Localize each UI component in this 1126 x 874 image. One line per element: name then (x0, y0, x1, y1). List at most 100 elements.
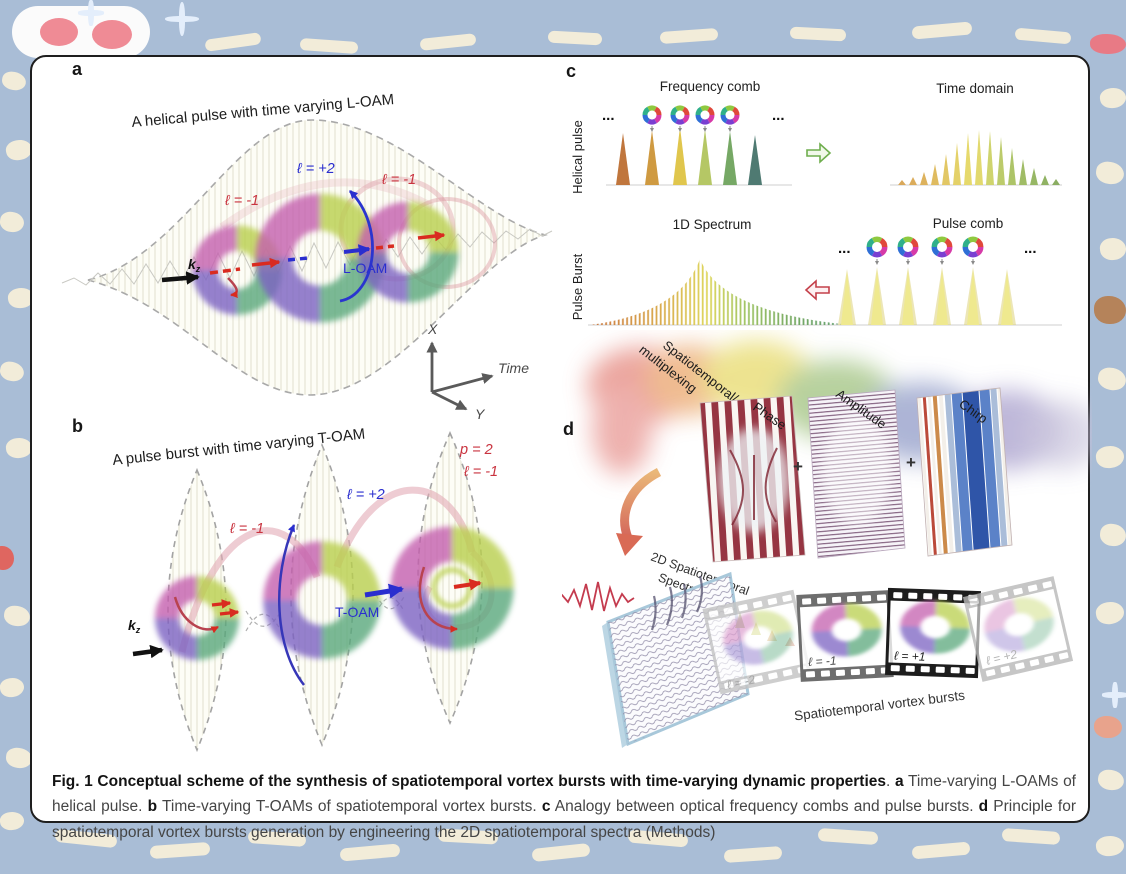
blue-arc-arrow (278, 524, 305, 686)
figure-caption: Fig. 1 Conceptual scheme of the synthesi… (52, 772, 1076, 841)
wallpaper-paw-pad (92, 20, 132, 49)
film-caption: Spatiotemporal vortex bursts (793, 688, 966, 724)
wallpaper-blob (0, 676, 26, 699)
wallpaper-dash (419, 33, 477, 51)
kz-arrow (161, 271, 200, 285)
wallpaper-blob (1098, 236, 1126, 262)
wallpaper-dash (1014, 27, 1072, 45)
wallpaper-blob-pink (1090, 34, 1126, 54)
wallpaper-blob (1094, 599, 1126, 627)
wallpaper-dash (723, 845, 783, 864)
wallpaper-blob (0, 359, 26, 384)
caption-ref-c: c (541, 798, 551, 815)
wallpaper-blob (1095, 834, 1125, 858)
left-arrow-icon (804, 279, 830, 301)
oam-label-right: ℓ = -1 (463, 464, 498, 480)
blue-arrow (343, 244, 371, 257)
panel-d-letter: d (563, 419, 574, 439)
wallpaper-blob-salmon (1094, 716, 1122, 738)
wallpaper-blob (0, 70, 28, 92)
wallpaper-dash (531, 843, 591, 862)
input-wave (562, 581, 635, 612)
loam-label: L-OAM (343, 260, 387, 276)
wallpaper-dash (299, 37, 359, 55)
panel-d-illustration: Spatiotemporal/ multiplexing (562, 338, 1092, 748)
curved-arrow (620, 468, 662, 540)
blue-dashed-axis (287, 256, 309, 262)
panel-b-illustration: A pulse burst with time varying T-OAM kz… (112, 426, 562, 752)
panel-a-illustration: A helical pulse with time varying L-OAM … (61, 91, 553, 422)
ellipsis: ... (838, 240, 851, 257)
wallpaper-dash (659, 27, 719, 45)
pink-ribbon (219, 178, 434, 231)
sparkle-icon (78, 0, 104, 26)
spectrum-comb (590, 259, 852, 325)
wallpaper-dash (789, 26, 847, 42)
wallpaper-blob (2, 604, 32, 628)
panel-b-letter: b (72, 416, 83, 436)
axis-y-label: Y (475, 406, 486, 422)
frequency-comb-peaks (616, 127, 762, 185)
mode-pointer-arrows (875, 259, 975, 265)
wallpaper-dash (911, 21, 973, 40)
axis-time-label: Time (498, 360, 529, 376)
plus-sign: + (906, 453, 916, 472)
amplitude-mask (807, 389, 906, 559)
helical-pulse-side-label: Helical pulse (570, 120, 585, 194)
ellipsis: ... (772, 107, 785, 124)
svg-text:ℓ = +2: ℓ = +2 (985, 647, 1019, 668)
carrier-wave (61, 228, 553, 286)
film-frame: ℓ = -1 (796, 590, 894, 682)
wallpaper-blob (1096, 365, 1126, 393)
p-label-right: p = 2 (459, 442, 493, 458)
red-dashed-axis (375, 244, 395, 250)
wallpaper-blob-red (0, 546, 14, 570)
svg-text:ℓ = -1: ℓ = -1 (808, 653, 837, 668)
svg-text:ℓ = -2: ℓ = -2 (726, 672, 757, 692)
pink-ring (397, 197, 497, 289)
wallpaper-blob (1098, 522, 1126, 548)
oam-label-left: ℓ = -1 (229, 521, 264, 537)
pink-ribbon (333, 486, 476, 569)
mode-pointer-arrows (650, 126, 732, 132)
burst-envelopes (167, 431, 483, 752)
film-frame: ℓ = +2 (963, 576, 1073, 682)
wallpaper-cloud (12, 6, 150, 58)
blue-curved-arrow (339, 190, 374, 303)
wallpaper-blob (1094, 160, 1126, 186)
caption-ref-a: a (894, 772, 904, 790)
wallpaper-dash (204, 32, 262, 52)
axis-x-label: X (427, 321, 438, 337)
wallpaper-blob (0, 810, 25, 832)
oam-label-left: ℓ = -1 (224, 193, 259, 209)
kz-label: kz (128, 617, 141, 635)
red-swirl-arrow (418, 566, 458, 633)
blue-arrow (364, 583, 404, 599)
red-swirl-arrow (173, 596, 219, 634)
wallpaper-blob (5, 436, 33, 460)
caption-fig-label: Fig. 1 Conceptual scheme of the synthesi… (52, 772, 887, 790)
panel-c-letter: c (566, 61, 577, 81)
film-frame: ℓ = +1 (885, 587, 981, 679)
panel-c-illustration: Frequency comb Time domain Helical pulse… (570, 79, 1062, 326)
film-frame: ℓ = -2 (702, 590, 812, 694)
oam-label-mid: ℓ = +2 (346, 487, 385, 503)
red-arrow (251, 257, 281, 269)
axes-icon (426, 341, 494, 411)
caption-ref-b: b (147, 798, 158, 815)
plus-sign: + (793, 457, 803, 476)
time-domain-title: Time domain (936, 81, 1014, 96)
wallpaper-paw-pad (40, 18, 78, 46)
kz-label: kz (188, 256, 201, 274)
red-arrow (417, 230, 446, 242)
wallpaper-dash (339, 843, 401, 862)
red-arrow (211, 599, 232, 609)
red-arrow (219, 608, 240, 618)
curved-arrow-head (616, 533, 643, 556)
toam-label: T-OAM (335, 604, 379, 620)
sparkle-icon (165, 2, 199, 36)
vortex-mode-icons (869, 239, 980, 254)
svg-text:ℓ = +1: ℓ = +1 (894, 649, 926, 664)
red-arrow (453, 578, 482, 591)
wallpaper-blob-brown (1094, 296, 1126, 324)
